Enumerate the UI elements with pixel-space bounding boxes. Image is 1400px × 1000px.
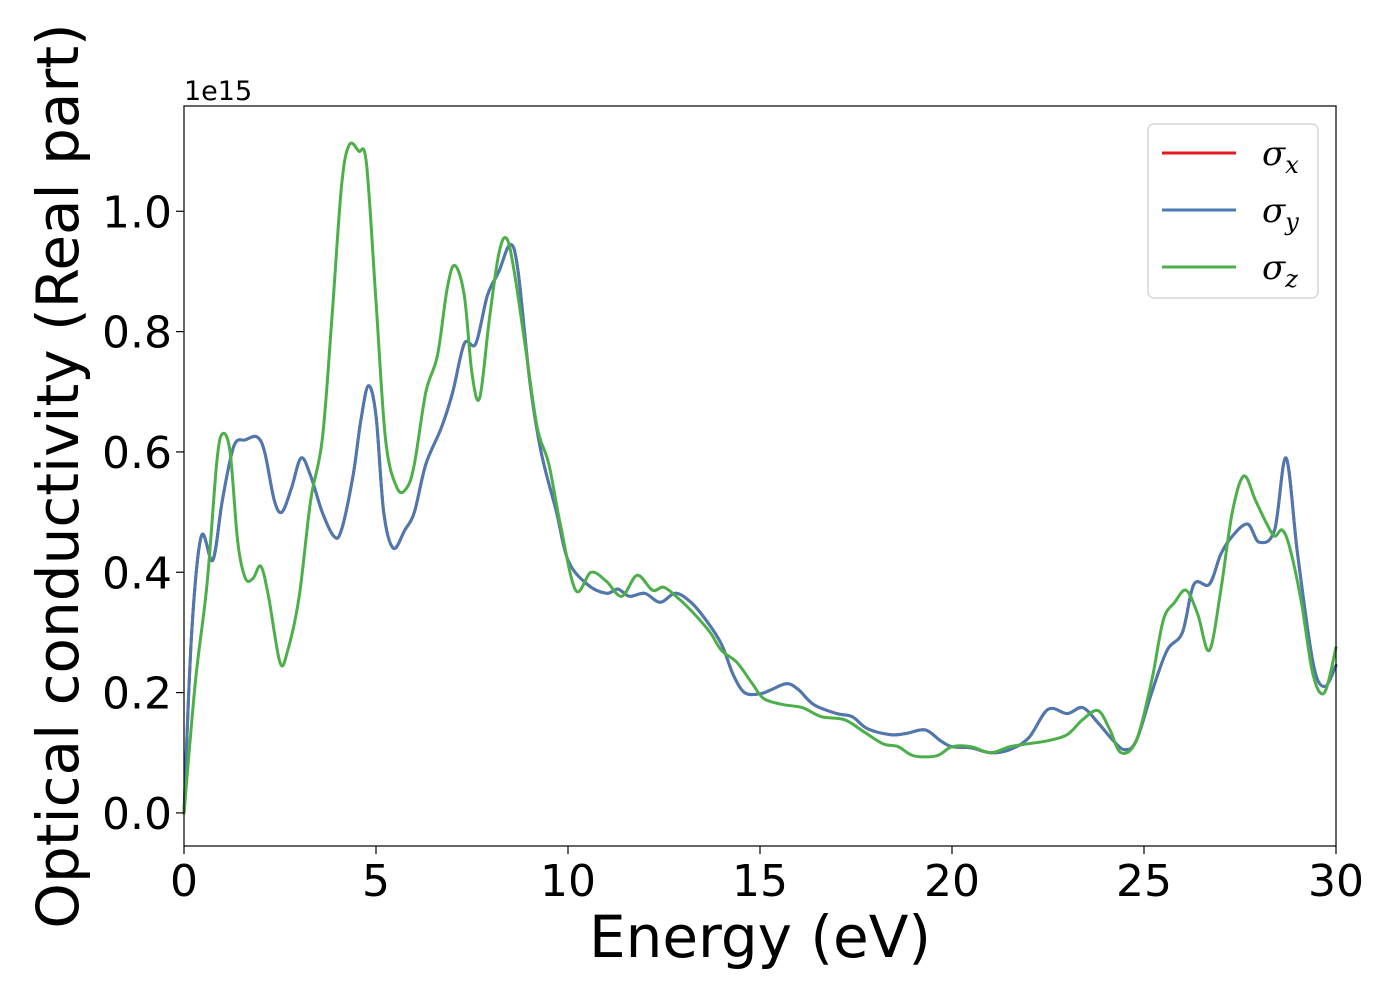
series-line-y bbox=[182, 242, 1338, 815]
y-tick-label: 0.6 bbox=[102, 428, 172, 479]
x-tick-label: 15 bbox=[732, 856, 788, 907]
legend-label-y: σy bbox=[1262, 191, 1299, 236]
y-axis-label: Optical conductivity (Real part) bbox=[24, 23, 92, 928]
y-offset-label: 1e15 bbox=[184, 76, 252, 107]
y-tick-label: 0.0 bbox=[102, 789, 172, 840]
y-tick-label: 0.4 bbox=[102, 548, 172, 599]
x-axis-ticks: 0 5 10 15 20 25 30 bbox=[170, 846, 1364, 907]
x-tick-label: 0 bbox=[170, 856, 198, 907]
x-tick-label: 5 bbox=[362, 856, 390, 907]
x-axis-label: Energy (eV) bbox=[589, 903, 931, 971]
series-line-x bbox=[182, 242, 1338, 815]
legend-label-z: σz bbox=[1262, 248, 1298, 293]
series-line-z bbox=[182, 141, 1338, 815]
y-tick-label: 0.8 bbox=[102, 308, 172, 359]
legend: σx σy σz bbox=[1147, 123, 1319, 299]
y-tick-label: 1.0 bbox=[102, 187, 172, 238]
x-tick-label: 10 bbox=[540, 856, 596, 907]
x-tick-label: 30 bbox=[1308, 856, 1364, 907]
x-tick-label: 20 bbox=[924, 856, 980, 907]
y-axis-ticks: 0.0 0.2 0.4 0.6 0.8 1.0 bbox=[102, 187, 184, 840]
x-tick-label: 25 bbox=[1116, 856, 1172, 907]
series-lines bbox=[182, 141, 1338, 815]
legend-label-x: σx bbox=[1262, 134, 1299, 179]
y-tick-label: 0.2 bbox=[102, 669, 172, 720]
